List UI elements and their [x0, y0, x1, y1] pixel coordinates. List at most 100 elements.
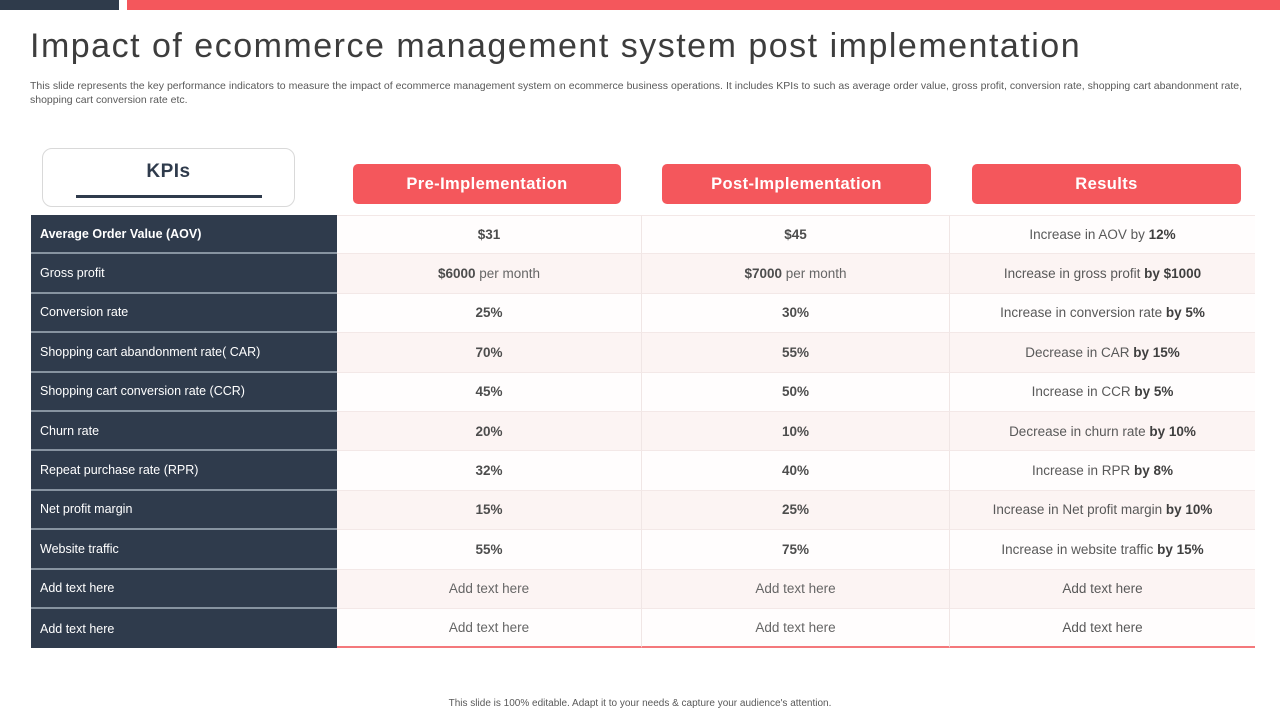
result-text: Increase in gross profit — [1003, 266, 1145, 282]
editable-note: This slide is 100% editable. Adapt it to… — [448, 698, 832, 709]
pre-implementation-cell[interactable]: $31 — [337, 215, 642, 255]
post-value-rest: Add text here — [755, 581, 836, 597]
results-cell[interactable]: Add text here — [950, 608, 1255, 649]
kpi-column-header: KPIs — [42, 148, 295, 207]
kpi-label-cell: Average Order Value (AOV) — [31, 215, 337, 255]
slide-subtitle: This slide represents the key performanc… — [30, 80, 1242, 106]
results-cell[interactable]: Increase in RPR by 8% — [950, 451, 1255, 491]
result-text-bold: by $1000 — [1144, 266, 1202, 282]
post-implementation-header: Post-Implementation — [662, 164, 931, 204]
results-cell[interactable]: Add text here — [950, 569, 1255, 609]
kpi-label-cell: Conversion rate — [31, 293, 337, 334]
pre-implementation-cell[interactable]: Add text here — [337, 608, 642, 649]
slide-title: Impact of ecommerce management system po… — [30, 27, 1082, 65]
post-implementation-cell[interactable]: 30% — [642, 293, 950, 334]
pre-value-bold: 25% — [475, 305, 503, 321]
kpi-label: Shopping cart abandonment rate( CAR) — [40, 344, 261, 359]
pre-value-bold: 45% — [475, 384, 503, 400]
post-implementation-cell[interactable]: 25% — [642, 490, 950, 531]
pre-value-rest: Add text here — [448, 620, 530, 636]
result-text-bold: by 5% — [1165, 305, 1205, 321]
pre-value-bold: 32% — [475, 463, 503, 479]
pre-implementation-cell[interactable]: 70% — [337, 333, 642, 373]
result-text: Increase in AOV by — [1029, 227, 1149, 243]
kpi-header-underline — [75, 195, 262, 198]
post-implementation-cell[interactable]: 75% — [642, 530, 950, 570]
kpi-label-bold: Average Order Value (AOV) — [40, 226, 202, 241]
kpi-label: Add text here — [40, 621, 115, 636]
result-text: Decrease in CAR — [1025, 344, 1134, 360]
pre-value-bold: 70% — [475, 344, 503, 360]
table-row: Net profit margin 15% 25% Increase in Ne… — [31, 490, 1255, 531]
kpi-label: Shopping cart conversion rate (CCR) — [40, 384, 245, 399]
result-text-bold: by 8% — [1134, 463, 1174, 479]
result-text: Increase in RPR — [1031, 463, 1134, 479]
table-header-row: KPIs Pre-Implementation Post-Implementat… — [31, 147, 1255, 215]
post-value-bold: 40% — [781, 463, 810, 479]
result-text: Add text here — [1062, 581, 1143, 597]
post-implementation-cell[interactable]: $7000 per month — [642, 254, 950, 294]
pre-implementation-cell[interactable]: 55% — [337, 530, 642, 570]
post-implementation-cell[interactable]: 40% — [642, 451, 950, 491]
pre-implementation-cell[interactable]: $6000 per month — [337, 254, 642, 294]
pre-implementation-header: Pre-Implementation — [353, 164, 621, 204]
post-implementation-cell[interactable]: Add text here — [642, 569, 950, 609]
table-row: Add text here Add text here Add text her… — [31, 569, 1255, 609]
post-value-bold: 75% — [781, 541, 810, 557]
kpi-label-cell: Shopping cart abandonment rate( CAR) — [31, 333, 337, 373]
kpi-label-cell: Website traffic — [31, 530, 337, 570]
post-implementation-cell[interactable]: 55% — [642, 333, 950, 373]
kpi-label-cell: Net profit margin — [31, 490, 337, 531]
pre-implementation-cell[interactable]: 32% — [337, 451, 642, 491]
kpi-label: Repeat purchase rate (RPR) — [40, 463, 199, 478]
results-header: Results — [972, 164, 1241, 204]
result-text: Decrease in churn rate — [1009, 423, 1150, 439]
post-value-bold: $45 — [784, 227, 807, 243]
table-row: Website traffic 55% 75% Increase in webs… — [31, 530, 1255, 570]
result-text-bold: by 5% — [1134, 384, 1174, 400]
result-text: Add text here — [1062, 620, 1143, 636]
pre-implementation-cell[interactable]: 45% — [337, 372, 642, 412]
results-cell[interactable]: Increase in gross profit by $1000 — [950, 254, 1255, 294]
kpi-header-label: KPIs — [146, 161, 191, 182]
pre-implementation-cell[interactable]: 15% — [337, 490, 642, 531]
result-text-bold: by 15% — [1133, 344, 1180, 360]
top-accent-bar-dark — [0, 0, 119, 10]
results-cell[interactable]: Decrease in churn rate by 10% — [950, 411, 1255, 452]
post-implementation-cell[interactable]: Add text here — [642, 608, 950, 649]
result-text: Increase in Net profit margin — [992, 502, 1166, 518]
post-value-bold: 25% — [781, 502, 810, 518]
pre-implementation-cell[interactable]: 20% — [337, 411, 642, 452]
pre-value-bold: 20% — [475, 423, 503, 439]
kpi-table: KPIs Pre-Implementation Post-Implementat… — [31, 147, 1255, 649]
table-row: Gross profit $6000 per month $7000 per m… — [31, 254, 1255, 294]
post-implementation-cell[interactable]: 10% — [642, 411, 950, 452]
post-value-bold: $7000 — [744, 266, 782, 282]
results-cell[interactable]: Increase in conversion rate by 5% — [950, 293, 1255, 334]
table-row: Shopping cart conversion rate (CCR) 45% … — [31, 372, 1255, 412]
kpi-label: Add text here — [40, 581, 115, 596]
post-implementation-cell[interactable]: 50% — [642, 372, 950, 412]
kpi-label-cell: Churn rate — [31, 411, 337, 452]
post-value-rest: Add text here — [755, 620, 836, 636]
results-cell[interactable]: Decrease in CAR by 15% — [950, 333, 1255, 373]
pre-implementation-cell[interactable]: Add text here — [337, 569, 642, 609]
results-cell[interactable]: Increase in AOV by 12% — [950, 215, 1255, 255]
results-cell[interactable]: Increase in CCR by 5% — [950, 372, 1255, 412]
kpi-label-cell: Shopping cart conversion rate (CCR) — [31, 372, 337, 412]
post-implementation-cell[interactable]: $45 — [642, 215, 950, 255]
result-text-bold: 12% — [1148, 227, 1176, 243]
result-text: Increase in conversion rate — [1000, 305, 1166, 321]
result-text-bold: by 10% — [1165, 502, 1213, 518]
results-cell[interactable]: Increase in Net profit margin by 10% — [950, 490, 1255, 531]
pre-implementation-cell[interactable]: 25% — [337, 293, 642, 334]
kpi-label: Churn rate — [40, 423, 100, 438]
kpi-label: Conversion rate — [40, 305, 129, 320]
kpi-label: Net profit margin — [40, 502, 133, 517]
table-row: Add text here Add text here Add text her… — [31, 608, 1255, 649]
kpi-label-cell: Repeat purchase rate (RPR) — [31, 451, 337, 491]
table-row: Average Order Value (AOV) $31 $45 Increa… — [31, 215, 1255, 255]
table-body: Average Order Value (AOV) $31 $45 Increa… — [31, 215, 1255, 649]
results-cell[interactable]: Increase in website traffic by 15% — [950, 530, 1255, 570]
pre-value-bold: 15% — [475, 502, 503, 518]
